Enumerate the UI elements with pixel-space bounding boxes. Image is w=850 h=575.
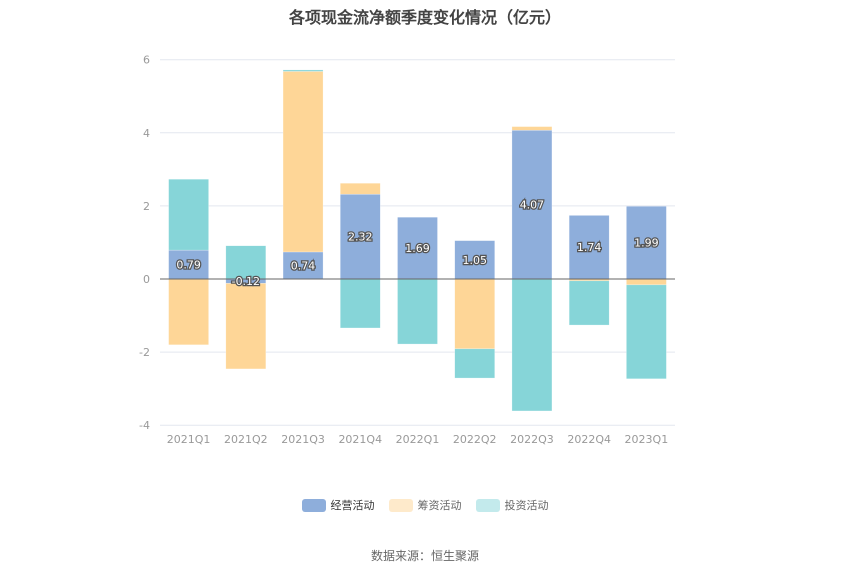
x-tick-label: 2021Q4	[338, 433, 382, 446]
bar-value-label: 1.69	[405, 242, 430, 255]
bars	[168, 69, 667, 412]
legend-label: 筹资活动	[417, 499, 462, 512]
x-tick-label: 2022Q4	[567, 433, 611, 446]
legend-label: 投资活动	[504, 499, 549, 512]
bar-segment[interactable]	[397, 278, 438, 345]
bar-value-label: 2.32	[348, 231, 373, 244]
bar-segment[interactable]	[511, 129, 553, 280]
bar-segment[interactable]	[626, 278, 667, 286]
legend-item-operating[interactable]: 经营活动	[301, 497, 375, 513]
bar-value-label: -0.12	[232, 275, 260, 288]
bar-segment[interactable]	[225, 283, 267, 370]
bar-segment[interactable]	[511, 278, 553, 412]
bar-value-label: 4.07	[520, 199, 545, 212]
bar-segment[interactable]	[168, 249, 209, 280]
bar-segment[interactable]	[454, 278, 495, 350]
legend-item-investing[interactable]: 投资活动	[475, 497, 549, 513]
bar-segment[interactable]	[626, 284, 667, 380]
x-tick-label: 2022Q2	[453, 433, 497, 446]
bar-segment[interactable]	[282, 71, 324, 253]
bar-labels: 0.79 -0.12 0.74 2.32 1.69 1.05 4.07 1.74 1.99	[175, 197, 660, 289]
bar-segment[interactable]	[626, 206, 667, 280]
bar-segment[interactable]	[454, 240, 495, 280]
bar-segment[interactable]	[568, 215, 610, 280]
bar-segment[interactable]	[568, 280, 610, 326]
y-tick-label: -4	[139, 419, 150, 432]
y-tick-label: 2	[143, 200, 150, 213]
bar-value-label: 0.74	[291, 259, 316, 272]
legend-swatch-investing	[475, 498, 500, 512]
x-tick-label: 2022Q3	[510, 433, 554, 446]
bar-segment[interactable]	[340, 193, 381, 280]
legend-swatch-financing	[388, 498, 413, 512]
bar-segment[interactable]	[168, 178, 209, 251]
bar-segment[interactable]	[225, 245, 267, 280]
data-source: 数据来源：恒生聚源	[370, 549, 479, 563]
legend: 经营活动 筹资活动 投资活动	[0, 497, 850, 513]
y-tick-label: 6	[143, 54, 150, 67]
y-tick-label: -2	[139, 346, 150, 359]
bar-value-label: 1.99	[634, 237, 659, 250]
legend-swatch-operating	[301, 498, 326, 512]
bar-segment[interactable]	[282, 69, 324, 72]
y-axis: 6 4 2 0 -2 -4	[139, 54, 150, 433]
y-tick-label: 0	[143, 273, 150, 286]
chart-title: 各项现金流净额季度变化情况（亿元）	[288, 8, 561, 27]
bar-segment[interactable]	[168, 278, 209, 346]
x-axis: 2021Q1 2021Q2 2021Q3 2021Q4 2022Q1 2022Q2 2022…	[167, 433, 668, 446]
stacked-bar-chart: 0.79 -0.12 0.74 2.32 1.69 1.05 4.07 1.74 1.99 6 4…	[139, 54, 675, 446]
bar-segment[interactable]	[282, 251, 324, 280]
bar-value-label: 1.74	[577, 241, 602, 254]
bar-segment[interactable]	[340, 278, 381, 329]
bar-segment[interactable]	[340, 182, 381, 195]
legend-label: 经营活动	[330, 499, 375, 512]
x-tick-label: 2022Q1	[396, 433, 440, 446]
x-tick-label: 2023Q1	[625, 433, 669, 446]
bar-segment[interactable]	[397, 216, 438, 280]
x-tick-label: 2021Q1	[167, 433, 211, 446]
bar-segment[interactable]	[454, 348, 495, 379]
legend-item-financing[interactable]: 筹资活动	[388, 497, 462, 513]
y-tick-label: 4	[143, 127, 150, 140]
bar-segment[interactable]	[511, 126, 553, 131]
x-tick-label: 2021Q2	[224, 433, 268, 446]
grid-lines	[160, 59, 675, 426]
x-tick-label: 2021Q3	[281, 433, 325, 446]
bar-value-label: 0.79	[176, 259, 201, 272]
bar-value-label: 1.05	[462, 254, 487, 267]
